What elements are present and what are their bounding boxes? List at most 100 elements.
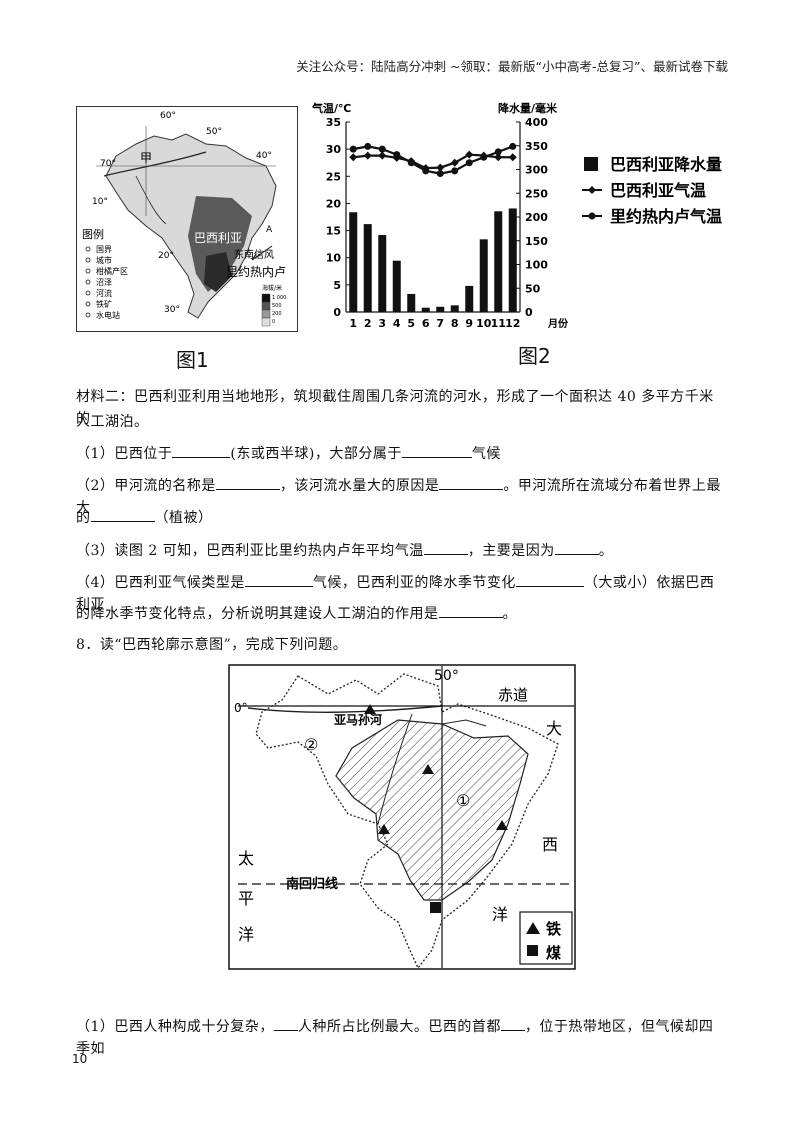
q4-text-e: 。 [502, 606, 517, 622]
fig1-label-a: A [266, 225, 273, 235]
fig1-legend-symbol [85, 246, 91, 252]
chart-right-tick-label: 50 [525, 282, 541, 295]
chart-point [465, 150, 474, 159]
fig1-label-jia: 甲 [140, 151, 152, 165]
q2-blank-1[interactable] [215, 475, 280, 490]
q3-blank-2[interactable] [554, 540, 599, 555]
chart-left-tick-label: 0 [333, 306, 341, 319]
q4-blank-3[interactable] [438, 603, 503, 618]
q8-1-text-b: 人种所占比例最大。巴西的首都 [297, 1019, 501, 1035]
chart-point [378, 151, 387, 160]
chart-point [508, 153, 517, 162]
fig1-legend-item: 水电站 [96, 310, 120, 320]
q3-blank-1[interactable] [423, 540, 468, 555]
q4-blank-2[interactable] [515, 572, 584, 587]
fig1-elev-label: 200 [272, 311, 282, 317]
chart-right-tick-label: 250 [525, 187, 548, 200]
fig1-legend-title: 图例 [82, 227, 104, 241]
chart-bar [392, 260, 401, 312]
fig1-elev-label: 0 [272, 319, 275, 325]
chart-point [363, 151, 372, 160]
chart-x-tick-label: 2 [364, 317, 372, 330]
iron-ore-icon [422, 764, 434, 774]
chart-left-tick-label: 10 [326, 252, 342, 265]
fig1-legend-symbol [85, 290, 91, 296]
q2-blank-3[interactable] [90, 507, 155, 522]
figure-1-brazil-map: 60° 50° 70° 40° 10° 20° 30° 甲 A 巴西利亚 里约热… [76, 106, 298, 332]
map-region-2: ② [304, 735, 318, 754]
chart-point [436, 163, 445, 172]
fig1-legend-symbol [85, 312, 91, 318]
chart-right-tick-label: 200 [525, 211, 548, 224]
chart-point [393, 151, 401, 159]
q1-blank-2[interactable] [401, 443, 472, 458]
chart-point [494, 153, 503, 162]
chart-right-tick-label: 350 [525, 140, 548, 153]
iron-ore-icon [364, 704, 376, 714]
amazon-river [247, 705, 443, 713]
chart-point [480, 153, 488, 161]
legend-coal-icon [527, 945, 538, 956]
chart-bar [508, 208, 517, 312]
chart-left-tick-label: 5 [333, 279, 341, 292]
map-pacific-3: 洋 [238, 925, 254, 944]
highland-darker [204, 252, 232, 292]
figure-2-caption: 图2 [518, 344, 551, 368]
chart-point [407, 159, 415, 167]
fig1-legend-symbol [85, 268, 91, 274]
river-amazon [103, 151, 207, 177]
q2-blank-2[interactable] [439, 475, 504, 490]
question-8-1: （1）巴西人种构成十分复杂， 人种所占比例最大。巴西的首都 ，位于热带地区，但气候却… [76, 1016, 726, 1060]
map-legend-iron: 铁 [546, 920, 561, 938]
legend-marker [588, 186, 596, 194]
q8-1-blank-1[interactable] [273, 1016, 298, 1031]
q1-blank-1[interactable] [172, 443, 231, 458]
q2-text-e: （植被） [154, 510, 213, 526]
fig1-lat-30: 30° [164, 305, 180, 315]
q1-text-a: （1）巴西位于 [76, 446, 173, 462]
question-1: （1）巴西位于 (东或西半球)，大部分属于 气候 [76, 443, 726, 465]
q3-text-a: （3）读图 2 可知，巴西利亚比里约热内卢年平均气温 [76, 543, 424, 559]
map-atlantic-2: 西 [542, 835, 558, 854]
material-2-line-1: 材料二：巴西利亚利用当地地形，筑坝截住周围几条河流的河水，形成了一个面积达 40… [76, 389, 714, 427]
q8-1-blank-2[interactable] [500, 1016, 525, 1031]
map-legend-coal: 煤 [546, 944, 561, 962]
map-amazon-label: 亚马孙河 [334, 712, 382, 727]
chart-point [450, 158, 459, 167]
fig1-legend-item: 河流 [96, 288, 112, 298]
chart-x-tick-label: 9 [465, 317, 473, 330]
chart-x-tick-label: 6 [422, 317, 430, 330]
fig1-elevation-scale: 1 000 500 200 0 [261, 293, 286, 327]
question-3: （3）读图 2 可知，巴西利亚比里约热内卢年平均气温 ，主要是因为 。 [76, 540, 726, 562]
figure-brazil-outline-map: 50° 0° 赤道 亚马孙河 南回归线 ① ② 太 平 洋 大 西 洋 铁 煤 [228, 664, 576, 970]
question-2-cont: 的 （植被） [76, 507, 726, 529]
chart-point [378, 145, 386, 153]
q4-blank-1[interactable] [244, 572, 313, 587]
chart-x-tick-label: 8 [451, 317, 459, 330]
map-lat-0: 0° [234, 701, 248, 715]
fig1-lat-60: 60° [160, 111, 176, 121]
legend-label: 里约热内卢气温 [610, 207, 722, 226]
fig1-rio: 里约热内卢 [226, 264, 286, 279]
wind-arrow-icon [251, 245, 273, 261]
chart-point [349, 153, 358, 162]
fig1-lat-50: 50° [206, 127, 222, 137]
q4-text-c: （大或小）依据巴西利亚 [76, 575, 715, 613]
q2-text-b: ，该河流水量大的原因是 [279, 478, 440, 494]
fig1-legend-symbol [85, 279, 91, 285]
q4-text-b: 气候，巴西利亚的降水季节变化 [312, 575, 516, 591]
chart-ylabel-right: 降水量/毫米 [498, 101, 558, 115]
fig1-legend-symbol [85, 257, 91, 263]
q8-1-text-c: ，位于热带地区，但气候却四季如 [76, 1019, 714, 1057]
chart-point [509, 142, 517, 150]
legend-iron-icon [526, 922, 540, 934]
coal-icon [430, 902, 441, 913]
fig1-elev-title: 海拔/米 [262, 284, 282, 292]
river-tributary [135, 175, 167, 225]
map-region-1: ① [456, 791, 470, 810]
q4-text-a: （4）巴西利亚气候类型是 [76, 575, 245, 591]
question-4: （4）巴西利亚气候类型是 气候，巴西利亚的降水季节变化 （大或小）依据巴西利亚 [76, 572, 726, 616]
chart-line-1 [353, 153, 513, 170]
map-tropic-label: 南回归线 [286, 876, 338, 892]
chart-left-tick-label: 15 [326, 225, 341, 238]
